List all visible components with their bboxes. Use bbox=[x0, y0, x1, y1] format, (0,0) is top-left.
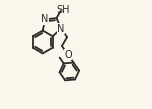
Text: N: N bbox=[57, 24, 65, 34]
Text: N: N bbox=[41, 14, 49, 24]
Text: O: O bbox=[64, 49, 72, 60]
Text: SH: SH bbox=[56, 5, 70, 15]
